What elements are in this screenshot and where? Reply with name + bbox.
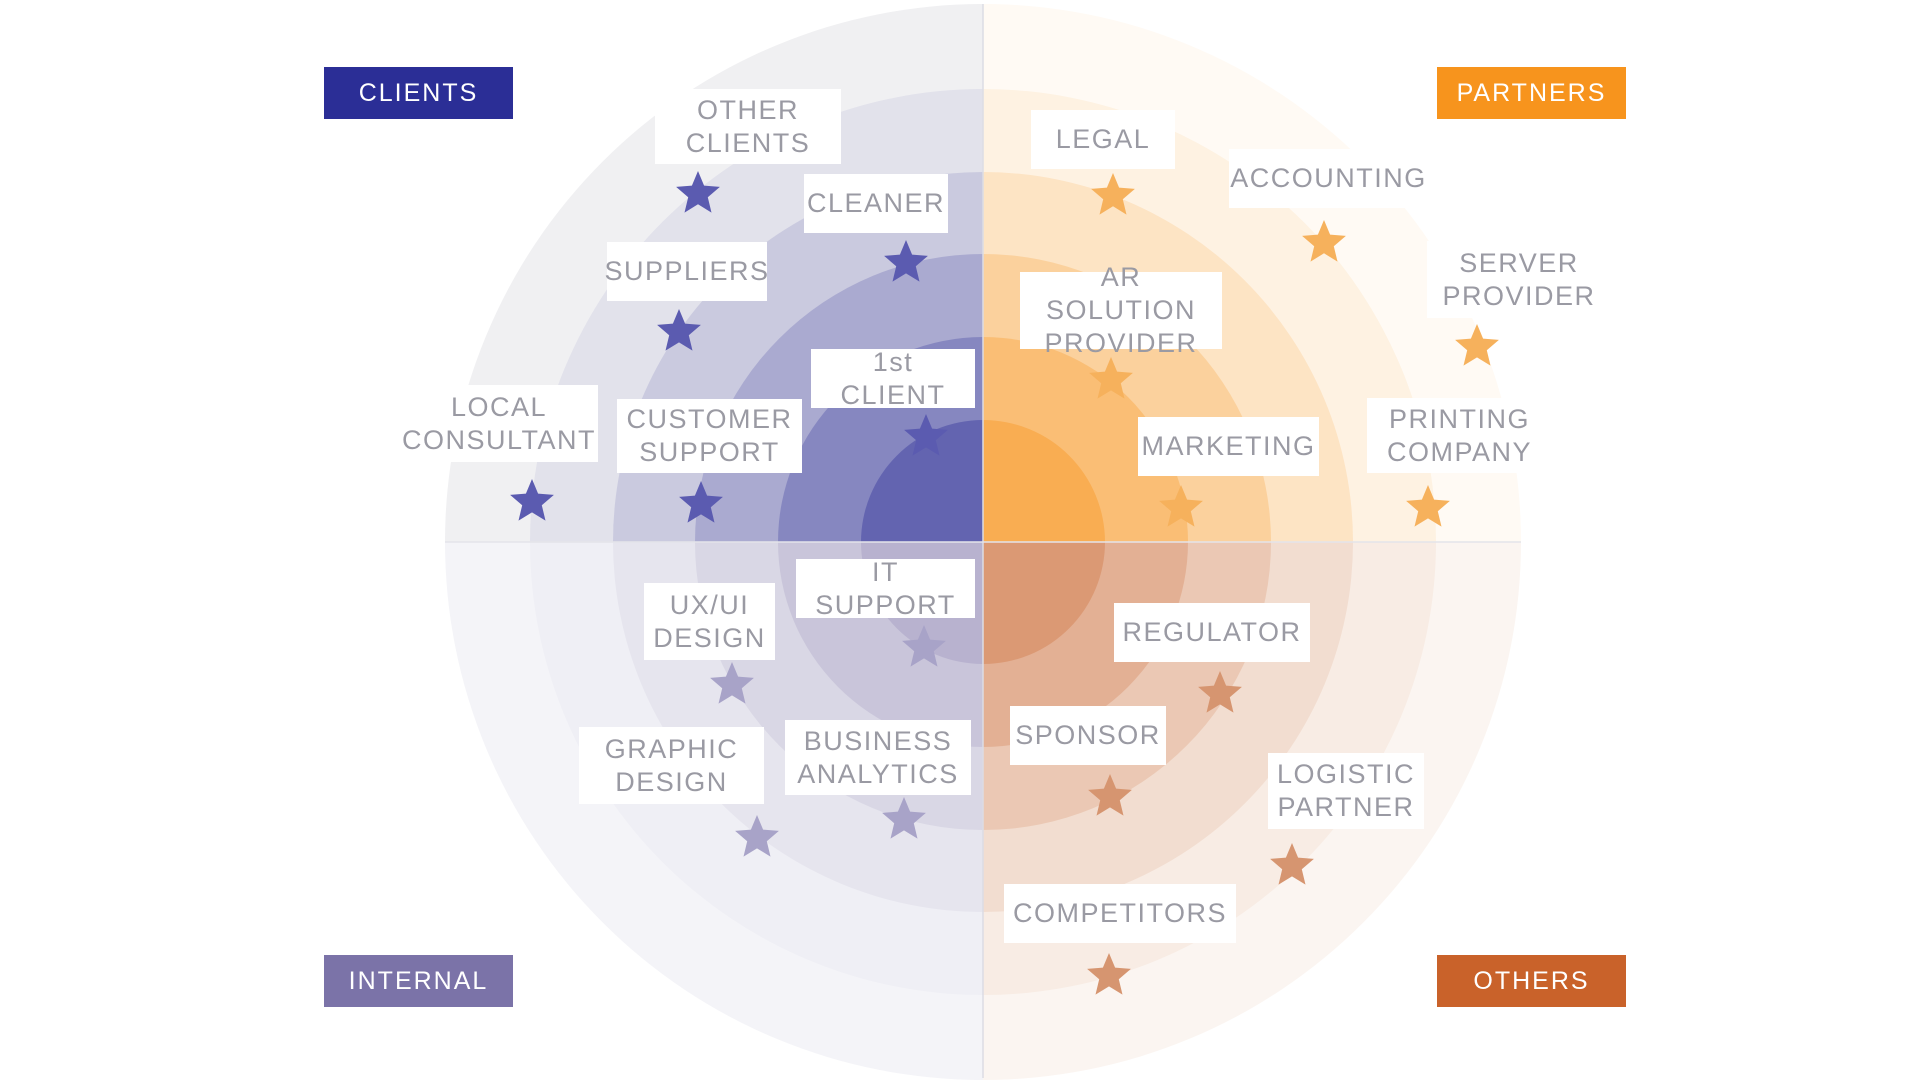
local-consultant-label: LOCAL CONSULTANT — [400, 385, 598, 462]
it-support-star-icon — [902, 625, 946, 667]
ring-1 — [445, 542, 983, 1080]
customer-support-star-icon — [679, 481, 723, 523]
stakeholder-stars — [510, 171, 1499, 995]
server-provider-star-icon — [1455, 324, 1499, 366]
marketing-star-icon — [1159, 485, 1203, 527]
regulator-star-icon — [1198, 671, 1242, 713]
clients-quadrant-label: CLIENTS — [324, 67, 513, 119]
competitors-label: COMPETITORS — [1004, 884, 1236, 943]
local-consultant-star-icon — [510, 479, 554, 521]
other-clients-label: OTHER CLIENTS — [655, 89, 841, 164]
ring-6 — [983, 542, 1105, 664]
competitors-star-icon — [1087, 953, 1131, 995]
ux-ui-design-label: UX/UI DESIGN — [644, 583, 775, 660]
other-clients-star-icon — [676, 171, 720, 213]
printing-company-label: PRINTING COMPANY — [1367, 398, 1552, 473]
ring-1 — [983, 542, 1521, 1080]
ux-ui-design-star-icon — [710, 662, 754, 704]
others-quadrant-label: OTHERS — [1437, 955, 1626, 1007]
ring-6 — [861, 420, 983, 542]
ring-5 — [983, 337, 1188, 542]
accounting-label: ACCOUNTING — [1229, 149, 1428, 208]
accounting-star-icon — [1302, 220, 1346, 262]
partners-quadrant-label: PARTNERS — [1437, 67, 1626, 119]
it-support-label: IT SUPPORT — [796, 557, 975, 620]
printing-company-star-icon — [1406, 485, 1450, 527]
suppliers-star-icon — [657, 309, 701, 351]
internal-quadrant-label: INTERNAL — [324, 955, 513, 1007]
ring-5 — [983, 542, 1188, 747]
1st-client-label: 1st CLIENT — [811, 347, 975, 410]
marketing-label: MARKETING — [1138, 417, 1319, 476]
suppliers-label: SUPPLIERS — [604, 242, 768, 301]
ar-solution-provider-star-icon — [1089, 357, 1133, 399]
business-analytics-label: BUSINESS ANALYTICS — [785, 720, 971, 795]
customer-support-label: CUSTOMER SUPPORT — [617, 399, 802, 473]
ring-2 — [983, 542, 1436, 995]
sponsor-label: SPONSOR — [1010, 706, 1166, 765]
sponsor-star-icon — [1088, 774, 1132, 816]
graphic-design-label: GRAPHIC DESIGN — [579, 727, 764, 804]
logistic-partner-star-icon — [1270, 843, 1314, 885]
ring-6 — [983, 420, 1105, 542]
regulator-label: REGULATOR — [1114, 603, 1310, 662]
cleaner-label: CLEANER — [804, 174, 948, 233]
1st-client-star-icon — [904, 414, 948, 456]
business-analytics-star-icon — [882, 797, 926, 839]
ar-solution-provider-label: AR SOLUTION PROVIDER — [1020, 262, 1222, 358]
cleaner-star-icon — [884, 240, 928, 282]
logistic-partner-label: LOGISTIC PARTNER — [1268, 753, 1424, 829]
legal-star-icon — [1091, 173, 1135, 215]
graphic-design-star-icon — [735, 815, 779, 857]
legal-label: LEGAL — [1031, 110, 1175, 169]
server-provider-label: SERVER PROVIDER — [1427, 241, 1611, 318]
